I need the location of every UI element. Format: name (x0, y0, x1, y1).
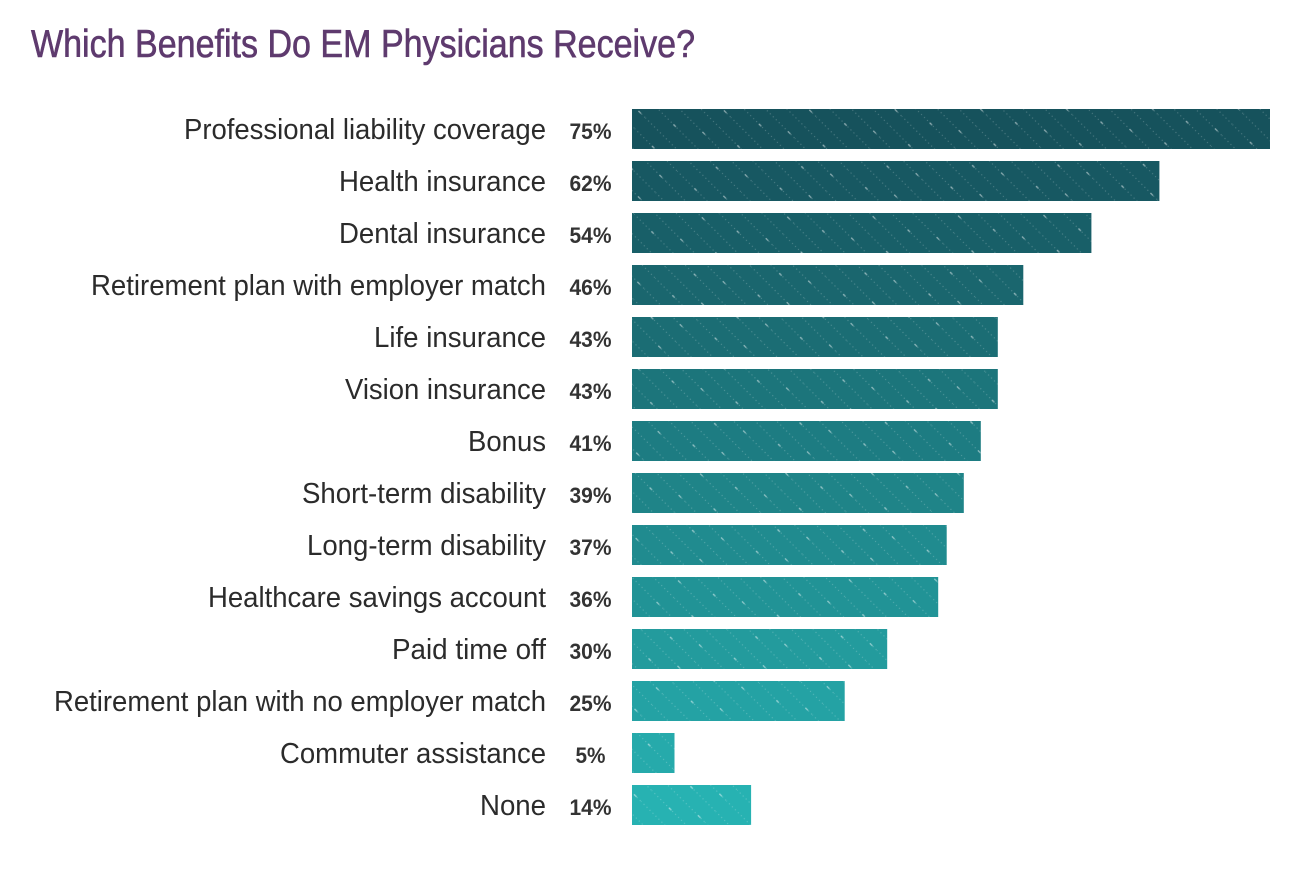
svg-text:25%: 25% (570, 691, 612, 716)
svg-text:Retirement plan with no employ: Retirement plan with no employer match (54, 686, 546, 718)
svg-text:Paid time off: Paid time off (392, 634, 547, 666)
svg-text:5%: 5% (576, 743, 606, 768)
svg-text:43%: 43% (570, 327, 612, 352)
svg-text:Dental insurance: Dental insurance (339, 218, 546, 250)
svg-text:46%: 46% (570, 275, 612, 300)
svg-text:Commuter assistance: Commuter assistance (280, 738, 546, 770)
svg-text:Vision insurance: Vision insurance (345, 374, 546, 406)
svg-text:39%: 39% (570, 483, 612, 508)
svg-text:75%: 75% (570, 119, 612, 144)
svg-text:14%: 14% (570, 795, 612, 820)
svg-text:Retirement plan with employer: Retirement plan with employer match (91, 270, 546, 302)
svg-text:Health insurance: Health insurance (339, 166, 546, 198)
svg-text:Life insurance: Life insurance (374, 322, 546, 354)
svg-text:54%: 54% (570, 223, 612, 248)
svg-text:None: None (480, 790, 546, 822)
svg-text:Which Benefits Do EM Physician: Which Benefits Do EM Physicians Receive? (31, 23, 695, 66)
svg-text:41%: 41% (570, 431, 612, 456)
svg-text:Professional liability coverag: Professional liability coverage (184, 114, 546, 146)
svg-text:36%: 36% (570, 587, 612, 612)
svg-text:43%: 43% (570, 379, 612, 404)
svg-text:Healthcare savings account: Healthcare savings account (208, 582, 546, 614)
svg-text:30%: 30% (570, 639, 612, 664)
svg-text:Long-term disability: Long-term disability (307, 530, 546, 562)
svg-text:Short-term disability: Short-term disability (302, 478, 546, 510)
svg-text:Bonus: Bonus (468, 426, 546, 458)
svg-text:37%: 37% (570, 535, 612, 560)
svg-text:62%: 62% (570, 171, 612, 196)
